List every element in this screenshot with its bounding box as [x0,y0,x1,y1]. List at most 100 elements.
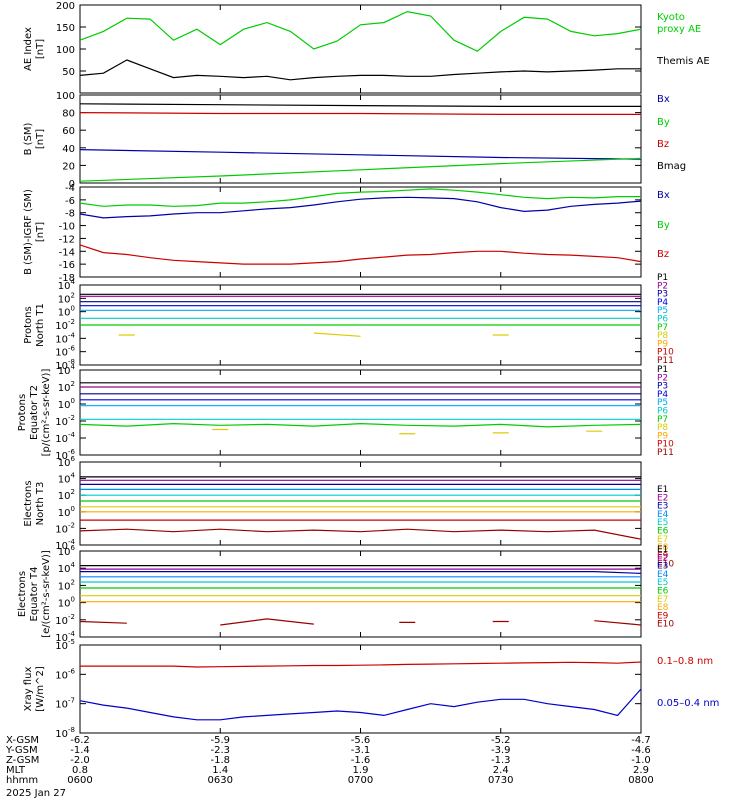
panel-frame [79,550,642,638]
y-tick-label: 10-8 [55,358,75,372]
panel-5: 104 102 100 10-2 10-4 10-6 Protons Equator T2 [p… [17,363,674,462]
panel-frame [79,461,642,546]
series-line-E3 [80,570,642,574]
legend-label: P1 [657,365,668,375]
y-tick-label: 10-2 [55,521,75,535]
series-line-E10 [594,620,642,626]
y-axis-label: Protons [17,394,28,431]
series-line-P7 [79,422,642,428]
legend-label: P4 [657,298,668,308]
legend-label: E2 [657,553,668,563]
legend-label: P6 [657,315,668,325]
y-axis-label: [e/(cm²-s-sr-keV)] [41,550,52,638]
ephemeris-value: 0730 [488,775,513,786]
ephemeris-value: -1.6 [351,755,371,766]
legend-label: Bz [657,139,669,150]
y-axis-label: Equator T4 [29,567,40,622]
series-line-0.1–0.8 nm [80,661,642,668]
y-tick-label: 102 [58,488,75,502]
y-tick-label: 10-6 [55,345,75,359]
y-tick-label: 100 [58,305,75,319]
y-axis-label: [nT] [35,39,46,59]
legend-label: E5 [657,518,668,528]
y-axis-label: [p/(cm²-s-sr-keV)] [41,369,52,457]
ephemeris-value: 1.4 [212,765,228,776]
y-axis-label: Electrons [17,571,28,617]
series-line-0.05–0.4 nm [79,688,642,721]
y-tick-label: 20 [62,161,75,172]
panel-8: 10-5 10-6 10-7 10-8 Xray flux [W/m^2] 0.1–0.8 … [23,638,719,740]
y-tick-label: 10-4 [55,630,75,644]
series-line-Bx [79,196,642,219]
legend-label: E9 [657,611,669,621]
y-tick-label: 80 [62,109,75,120]
y-tick-label: 10-6 [55,667,75,681]
legend-label: E6 [657,587,669,597]
y-tick-label: 10-2 [55,414,75,428]
legend-label: P6 [657,407,668,417]
legend-label: proxy AE [657,24,701,35]
legend-label: Themis AE [656,56,710,67]
ephemeris-value: -5.9 [210,735,230,746]
series-line-By [79,157,642,182]
ephemeris-value: -2.3 [210,745,230,756]
panel-3: -4 -6 -8 -10-12 -14 -16 -18 B (SM)-IGRF (SM) [nT… [23,183,670,284]
y-tick-label: 104 [58,363,76,377]
y-tick-label: 100 [58,397,75,411]
ephemeris-label: Y-GSM [5,745,38,756]
y-tick-label: 150 [56,23,75,34]
series-line-By [79,188,641,207]
ephemeris-value: 0700 [348,775,373,786]
y-axis-label: B (SM)-IGRF (SM) [23,189,34,275]
legend-label: P5 [657,398,668,408]
y-tick-label: -8 [65,209,75,220]
y-axis-label: [nT] [35,222,46,242]
ephemeris-value: -1.3 [491,755,511,766]
y-tick-label: 104 [58,561,76,575]
panel-frame [79,4,642,94]
y-tick-label: 10-4 [55,331,75,345]
ephemeris-value: -3.1 [351,745,371,756]
series-line-Kyoto proxy AE [79,10,642,52]
y-axis-label: North T3 [35,482,46,526]
y-tick-label: 100 [58,596,75,610]
legend-label: Bz [657,249,669,260]
ephemeris-label: MLT [6,765,26,776]
legend-label: E2 [657,493,668,503]
legend-label: E5 [657,578,668,588]
legend-label: P5 [657,306,668,316]
legend-label: E1 [657,545,668,555]
legend-label: Kyoto [657,12,685,23]
date-label: 2025 Jan 27 [6,788,66,799]
y-tick-label: 200 [56,1,75,12]
y-tick-label: 102 [58,291,75,305]
series-line-Bmag [79,103,641,108]
legend-label: P10 [657,440,674,450]
legend-label: P9 [657,431,668,441]
legend-label: P2 [657,281,668,291]
ephemeris-value: 0630 [208,775,233,786]
legend-label: P11 [657,448,674,458]
legend-label: E4 [657,570,669,580]
panel-frame [79,186,642,278]
y-tick-label: 40 [62,144,75,155]
ephemeris-value: 0600 [67,775,92,786]
legend-label: P8 [657,331,668,341]
ephemeris-value: -1.0 [631,755,651,766]
panel-2: 100 80 60 40 20 0 B (SM) [nT] Bx By Bz Bmag [23,91,686,190]
legend-label: By [657,220,670,231]
legend-label: By [657,117,670,128]
legend-label: Bx [657,190,670,201]
legend-label: P1 [657,273,668,283]
ephemeris-label: Z-GSM [6,755,39,766]
y-tick-label: -4 [65,183,75,194]
y-tick-label: -12 [59,234,75,245]
legend-label: E1 [657,485,668,495]
panel-frame [79,644,642,734]
y-tick-label: 10-8 [55,726,75,740]
series-line-Bz [79,112,641,116]
y-tick-label: 10-7 [55,697,75,711]
ephemeris-value: -3.9 [491,745,511,756]
